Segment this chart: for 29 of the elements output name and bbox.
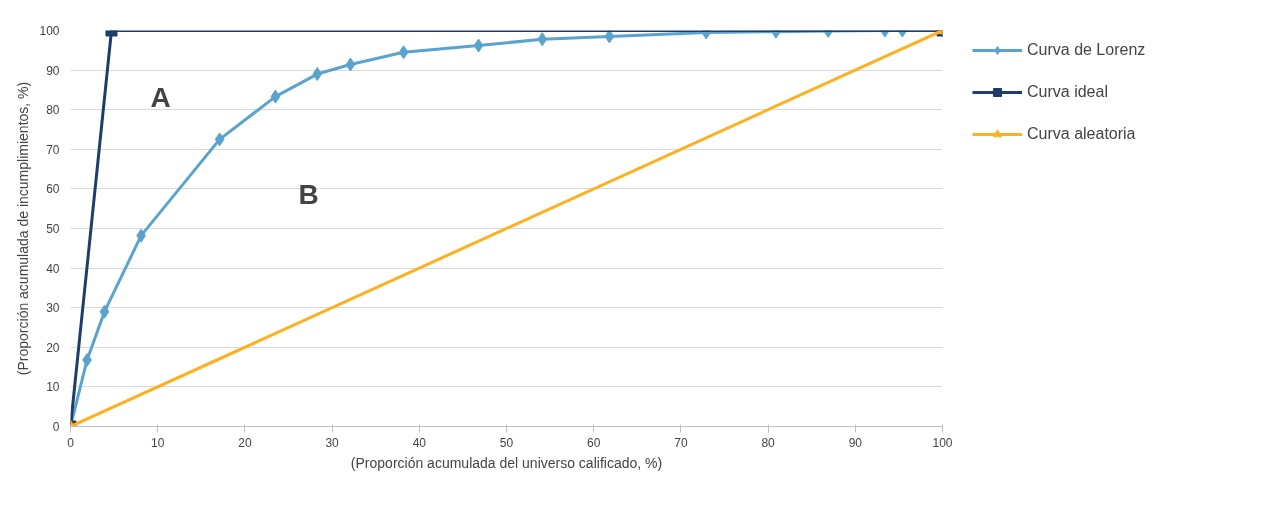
- y-tick-label: 30: [46, 301, 60, 316]
- y-tick-label: 100: [39, 24, 60, 38]
- x-tick-label: 0: [67, 435, 75, 450]
- x-axis-title: (Proporción acumulada del universo calificado, %): [350, 454, 663, 471]
- x-tick-label: 30: [325, 435, 340, 450]
- x-tick-label: 10: [151, 435, 165, 450]
- y-tick-label: 70: [46, 142, 60, 157]
- y-tick-label: 10: [46, 380, 60, 395]
- x-tick-label: 20: [238, 435, 252, 450]
- x-tick-label: 70: [674, 435, 688, 450]
- legend-label: Curva aleatoria: [1027, 125, 1136, 143]
- x-tick-label: 80: [761, 435, 776, 450]
- legend-label: Curva ideal: [1027, 83, 1108, 101]
- y-axis-title: (Proporción acumulada de incumplimientos, %): [15, 81, 32, 376]
- y-tick-label: 60: [46, 182, 60, 197]
- x-tick-label: 50: [499, 435, 514, 450]
- x-tick-label: 90: [848, 435, 863, 450]
- y-tick-label: 80: [46, 103, 60, 118]
- y-tick-label: 20: [46, 340, 60, 355]
- x-tick-label: 60: [587, 435, 601, 450]
- y-tick-label: 90: [46, 63, 60, 78]
- y-tick-label: 40: [46, 261, 60, 276]
- annotation: A: [150, 82, 171, 113]
- legend-label: Curva de Lorenz: [1027, 41, 1146, 59]
- y-tick-label: 0: [52, 420, 60, 434]
- x-tick-label: 40: [412, 435, 427, 450]
- x-tick-label: 100: [932, 435, 953, 450]
- annotation: B: [298, 179, 319, 210]
- y-tick-label: 50: [46, 222, 60, 236]
